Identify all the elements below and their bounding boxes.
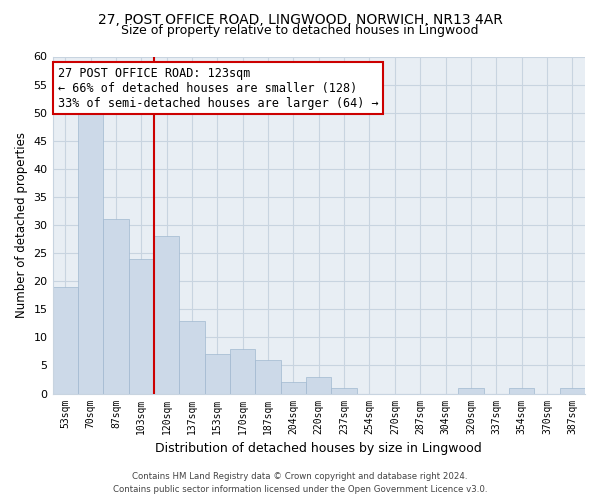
Bar	[230, 348, 256, 394]
Bar	[306, 376, 331, 394]
X-axis label: Distribution of detached houses by size in Lingwood: Distribution of detached houses by size …	[155, 442, 482, 455]
Bar	[179, 320, 205, 394]
Bar	[458, 388, 484, 394]
Bar	[509, 388, 534, 394]
Bar	[560, 388, 585, 394]
Text: 27 POST OFFICE ROAD: 123sqm
← 66% of detached houses are smaller (128)
33% of se: 27 POST OFFICE ROAD: 123sqm ← 66% of det…	[58, 66, 379, 110]
Bar	[128, 258, 154, 394]
Bar	[256, 360, 281, 394]
Text: Size of property relative to detached houses in Lingwood: Size of property relative to detached ho…	[121, 24, 479, 37]
Bar	[281, 382, 306, 394]
Bar	[103, 220, 128, 394]
Text: 27, POST OFFICE ROAD, LINGWOOD, NORWICH, NR13 4AR: 27, POST OFFICE ROAD, LINGWOOD, NORWICH,…	[98, 12, 502, 26]
Y-axis label: Number of detached properties: Number of detached properties	[15, 132, 28, 318]
Text: Contains HM Land Registry data © Crown copyright and database right 2024.
Contai: Contains HM Land Registry data © Crown c…	[113, 472, 487, 494]
Bar	[53, 287, 78, 394]
Bar	[205, 354, 230, 394]
Bar	[154, 236, 179, 394]
Bar	[331, 388, 357, 394]
Bar	[78, 112, 103, 394]
